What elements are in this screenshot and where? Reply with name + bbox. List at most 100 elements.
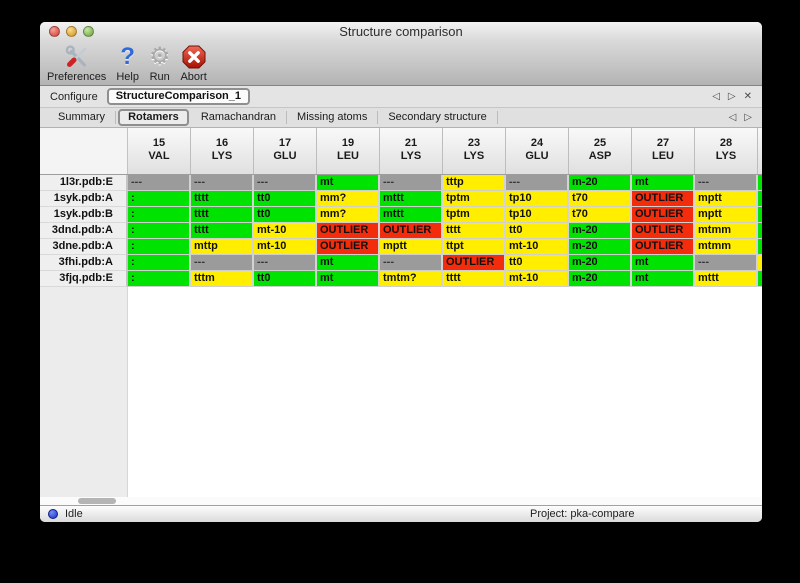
tab-secondary-structure[interactable]: Secondary structure [378, 111, 498, 124]
row-label-3fhi-pdb-a[interactable]: 3fhi.pdb:A [40, 255, 128, 271]
column-header-15: 15 VAL [128, 128, 191, 174]
rotamer-cell[interactable]: mptt [380, 239, 443, 255]
rotamer-cell[interactable]: tttp [443, 175, 506, 191]
rotamer-cell[interactable]: tmtm? [380, 271, 443, 287]
rotamer-cell[interactable]: tttt [443, 223, 506, 239]
row-label-3dnd-pdb-a[interactable]: 3dnd.pdb:A [40, 223, 128, 239]
rotamer-cell[interactable]: : [128, 207, 191, 223]
rotamer-cell[interactable]: tptm [443, 207, 506, 223]
rotamer-cell[interactable]: tttt [443, 271, 506, 287]
rotamer-cell[interactable]: --- [128, 175, 191, 191]
rotamer-cell[interactable]: : [128, 239, 191, 255]
rotamer-cell[interactable]: OUTLIER [317, 239, 380, 255]
rotamer-cell[interactable]: t70 [569, 207, 632, 223]
rotamer-cell[interactable]: ttpt [443, 239, 506, 255]
rotamer-cell[interactable]: mttt [695, 271, 758, 287]
rotamer-cell[interactable]: : [128, 223, 191, 239]
run-button[interactable]: ⚙ Run [146, 42, 174, 84]
rotamer-cell[interactable]: OUTLIER [443, 255, 506, 271]
rotamer-cell[interactable]: tptm [443, 191, 506, 207]
app-window: Structure comparison Preferences? Help ⚙ Ru… [40, 22, 762, 522]
help-button[interactable]: ? Help [113, 42, 142, 84]
rotamer-cell[interactable]: --- [695, 175, 758, 191]
rotamer-cell[interactable]: OUTLIER [632, 191, 695, 207]
rotamer-cell[interactable]: OUTLIER [632, 223, 695, 239]
rotamer-cell[interactable]: --- [380, 255, 443, 271]
close-window-button[interactable] [49, 26, 60, 37]
rotamer-cell[interactable]: mptt [695, 207, 758, 223]
rotamer-cell[interactable]: tttt [191, 207, 254, 223]
tab-missing-atoms[interactable]: Missing atoms [287, 111, 379, 124]
rotamer-cell[interactable]: mt [632, 271, 695, 287]
zoom-window-button[interactable] [83, 26, 94, 37]
rotamer-cell[interactable]: --- [506, 175, 569, 191]
rotamer-cell[interactable]: mt [317, 255, 380, 271]
next-arrow-icon[interactable]: ▷ [727, 91, 736, 102]
rotamer-cell[interactable]: mptt [695, 191, 758, 207]
rotamer-cell[interactable]: --- [695, 255, 758, 271]
rotamer-cell[interactable]: tttt [191, 191, 254, 207]
rotamer-cell[interactable]: OUTLIER [380, 223, 443, 239]
rotamer-cell[interactable]: mtmm [695, 239, 758, 255]
rotamer-cell[interactable]: mttp [191, 239, 254, 255]
rotamer-cell[interactable]: mt [317, 175, 380, 191]
rotamer-cell[interactable]: tt0 [506, 255, 569, 271]
status-text: Idle [65, 508, 83, 520]
rotamer-cell[interactable]: m-20 [569, 175, 632, 191]
rotamer-cell[interactable]: mttt [380, 207, 443, 223]
rotamer-cell[interactable]: tt0 [254, 207, 317, 223]
rotamer-cell[interactable]: : [128, 271, 191, 287]
prev-arrow-icon[interactable]: ◁ [712, 91, 720, 102]
abort-button[interactable]: Abort [177, 42, 209, 84]
rotamer-cell[interactable]: m-20 [569, 255, 632, 271]
tab-ramachandran[interactable]: Ramachandran [191, 111, 288, 124]
row-label-3dne-pdb-a[interactable]: 3dne.pdb:A [40, 239, 128, 255]
rotamer-cell[interactable]: tp10 [506, 191, 569, 207]
rotamer-cell[interactable]: tp10 [506, 207, 569, 223]
rotamer-cell[interactable]: m-20 [569, 239, 632, 255]
configure-tab-structurecomparison-1[interactable]: StructureComparison_1 [106, 88, 251, 105]
row-label-1l3r-pdb-e[interactable]: 1l3r.pdb:E [40, 175, 128, 191]
preferences-button[interactable]: Preferences [44, 42, 109, 84]
rotamer-cell[interactable]: mt [632, 175, 695, 191]
minimize-window-button[interactable] [66, 26, 77, 37]
rotamer-cell[interactable]: tttm [191, 271, 254, 287]
rotamer-cell[interactable]: --- [191, 255, 254, 271]
rotamer-cell[interactable]: mtmm [695, 223, 758, 239]
rotamer-cell[interactable]: mt-10 [254, 239, 317, 255]
rotamer-cell[interactable]: tt0 [506, 223, 569, 239]
rotamer-cell[interactable]: --- [254, 255, 317, 271]
tab-summary[interactable]: Summary [48, 111, 117, 124]
rotamer-cell[interactable]: m-20 [569, 271, 632, 287]
rotamer-cell[interactable]: : [128, 191, 191, 207]
rotamer-cell[interactable]: t70 [569, 191, 632, 207]
rotamer-cell[interactable]: mt-10 [254, 223, 317, 239]
rotamer-cell[interactable]: OUTLIER [632, 207, 695, 223]
horizontal-scrollbar[interactable] [40, 497, 762, 505]
rotamer-cell[interactable]: mm? [317, 191, 380, 207]
rotamer-cell[interactable]: m-20 [569, 223, 632, 239]
scrollbar-thumb[interactable] [78, 498, 116, 504]
rotamer-cell[interactable]: tttt [191, 223, 254, 239]
rotamer-cell[interactable]: mttt [380, 191, 443, 207]
rotamer-cell[interactable]: mt [632, 255, 695, 271]
rotamer-cell[interactable]: --- [191, 175, 254, 191]
prev-arrow-icon[interactable]: ◁ [728, 112, 737, 123]
rotamer-cell[interactable]: OUTLIER [632, 239, 695, 255]
rotamer-cell[interactable]: OUTLIER [317, 223, 380, 239]
rotamer-cell[interactable]: mt-10 [506, 239, 569, 255]
rotamer-cell[interactable]: : [128, 255, 191, 271]
rotamer-cell[interactable]: tt0 [254, 191, 317, 207]
rotamer-cell[interactable]: mt-10 [506, 271, 569, 287]
rotamer-cell[interactable]: --- [380, 175, 443, 191]
close-tab-icon[interactable]: ✕ [743, 91, 752, 102]
row-label-3fjq-pdb-e[interactable]: 3fjq.pdb:E [40, 271, 128, 287]
rotamer-cell[interactable]: mm? [317, 207, 380, 223]
next-arrow-icon[interactable]: ▷ [744, 112, 752, 123]
rotamer-cell[interactable]: tt0 [254, 271, 317, 287]
row-label-1syk-pdb-b[interactable]: 1syk.pdb:B [40, 207, 128, 223]
tab-rotamers[interactable]: Rotamers [118, 109, 189, 126]
row-label-1syk-pdb-a[interactable]: 1syk.pdb:A [40, 191, 128, 207]
rotamer-cell[interactable]: mt [317, 271, 380, 287]
rotamer-cell[interactable]: --- [254, 175, 317, 191]
